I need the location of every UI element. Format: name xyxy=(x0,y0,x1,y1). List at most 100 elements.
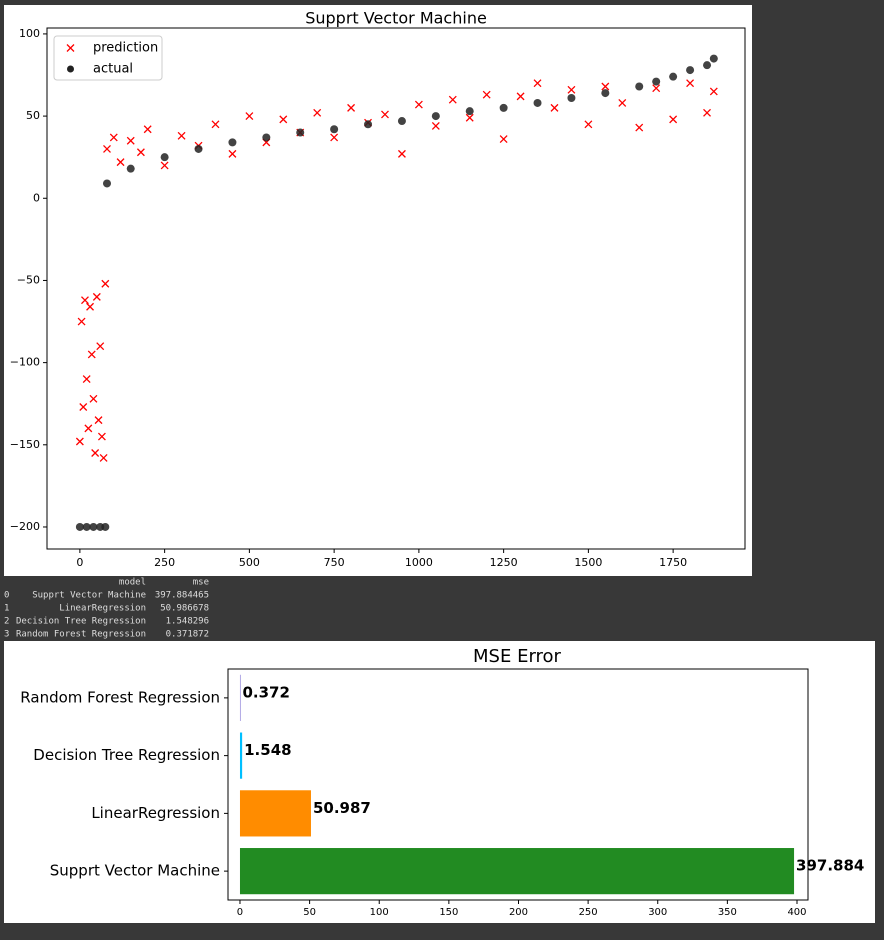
scatter-title: Supprt Vector Machine xyxy=(305,9,487,28)
prediction-point xyxy=(109,133,118,142)
prediction-point xyxy=(228,149,237,158)
prediction-point xyxy=(482,90,491,99)
prediction-point xyxy=(96,342,105,351)
prediction-point xyxy=(448,95,457,104)
prediction-point xyxy=(516,92,525,101)
x-tick-label: 1250 xyxy=(490,556,518,569)
table-model: Random Forest Regression xyxy=(16,630,146,640)
actual-point xyxy=(160,153,169,162)
actual-point xyxy=(296,128,305,137)
y-tick-label: 0 xyxy=(33,191,40,204)
y-tick-label: −50 xyxy=(17,273,40,286)
bar xyxy=(239,732,243,779)
prediction-point xyxy=(635,123,644,132)
table-index: 2 xyxy=(4,617,9,627)
prediction-point xyxy=(601,82,610,91)
prediction-point xyxy=(550,103,559,112)
legend-label: actual xyxy=(93,62,133,77)
actual-point xyxy=(601,89,610,98)
prediction-point xyxy=(160,161,169,170)
table-header: model xyxy=(119,578,146,588)
x-tick-label: 250 xyxy=(154,556,175,569)
actual-point xyxy=(533,98,542,107)
prediction-point xyxy=(381,110,389,119)
actual-point xyxy=(75,522,84,531)
y-tick-label: Supprt Vector Machine xyxy=(50,862,220,880)
legend-marker xyxy=(66,44,75,52)
prediction-point xyxy=(703,108,711,117)
prediction-point xyxy=(397,149,406,158)
x-tick-label: 750 xyxy=(324,556,345,569)
value-label: 0.372 xyxy=(242,683,289,701)
prediction-point xyxy=(81,296,89,305)
actual-point xyxy=(431,112,440,121)
x-tick-label: 1500 xyxy=(574,556,602,569)
actual-point xyxy=(101,522,110,531)
prediction-point xyxy=(313,108,322,117)
prediction-point xyxy=(94,416,103,425)
actual-point xyxy=(703,61,712,70)
table-mse: 50.986678 xyxy=(160,604,209,614)
value-label: 397.884 xyxy=(796,857,864,875)
legend-box xyxy=(53,35,163,81)
prediction-point xyxy=(87,350,96,359)
bar xyxy=(239,848,795,895)
prediction-point xyxy=(652,84,661,93)
x-tick-label: 0 xyxy=(237,907,243,918)
y-tick-label: −150 xyxy=(10,438,40,451)
prediction-point xyxy=(618,98,627,107)
actual-point xyxy=(89,522,98,531)
actual-point xyxy=(82,522,91,531)
prediction-point xyxy=(79,403,88,411)
bar xyxy=(239,790,311,837)
prediction-point xyxy=(330,133,339,142)
prediction-point xyxy=(177,131,186,140)
y-tick-label: Random Forest Regression xyxy=(20,688,220,706)
y-tick-label: 100 xyxy=(19,27,40,40)
prediction-point xyxy=(709,87,718,96)
prediction-point xyxy=(431,121,440,130)
prediction-point xyxy=(279,115,288,124)
x-tick-label: 200 xyxy=(509,907,528,918)
prediction-point xyxy=(103,145,111,153)
prediction-point xyxy=(97,432,106,441)
prediction-point xyxy=(101,279,110,288)
prediction-point xyxy=(91,449,100,457)
actual-point xyxy=(567,94,576,103)
table-model: LinearRegression xyxy=(59,604,146,614)
x-tick-label: 150 xyxy=(439,907,458,918)
prediction-point xyxy=(533,79,542,88)
actual-point xyxy=(669,72,678,81)
table-mse: 397.884465 xyxy=(155,591,209,601)
prediction-point xyxy=(89,394,98,403)
y-tick-label: 50 xyxy=(26,109,40,122)
x-tick-label: 250 xyxy=(579,907,598,918)
prediction-point xyxy=(86,302,95,311)
x-tick-label: 350 xyxy=(718,907,737,918)
table-model: Supprt Vector Machine xyxy=(32,591,146,601)
x-tick-label: 50 xyxy=(303,907,316,918)
prediction-point xyxy=(465,113,474,122)
actual-point xyxy=(364,120,373,129)
prediction-point xyxy=(499,135,508,144)
x-tick-label: 0 xyxy=(76,556,83,569)
y-tick-label: Decision Tree Regression xyxy=(33,746,220,764)
actual-point xyxy=(194,144,203,153)
prediction-point xyxy=(669,115,678,124)
prediction-point xyxy=(686,79,695,88)
bar xyxy=(239,674,241,721)
prediction-point xyxy=(414,100,423,109)
legend-marker xyxy=(67,65,74,73)
table-model: Decision Tree Regression xyxy=(16,617,146,627)
prediction-point xyxy=(116,158,125,167)
actual-point xyxy=(652,77,661,86)
scatter-frame xyxy=(46,27,746,550)
prediction-point xyxy=(584,120,593,129)
prediction-point xyxy=(77,317,86,326)
legend-label: prediction xyxy=(93,41,158,56)
value-label: 50.987 xyxy=(313,799,371,817)
actual-point xyxy=(262,133,271,142)
prediction-point xyxy=(211,120,220,129)
actual-point xyxy=(228,138,237,147)
